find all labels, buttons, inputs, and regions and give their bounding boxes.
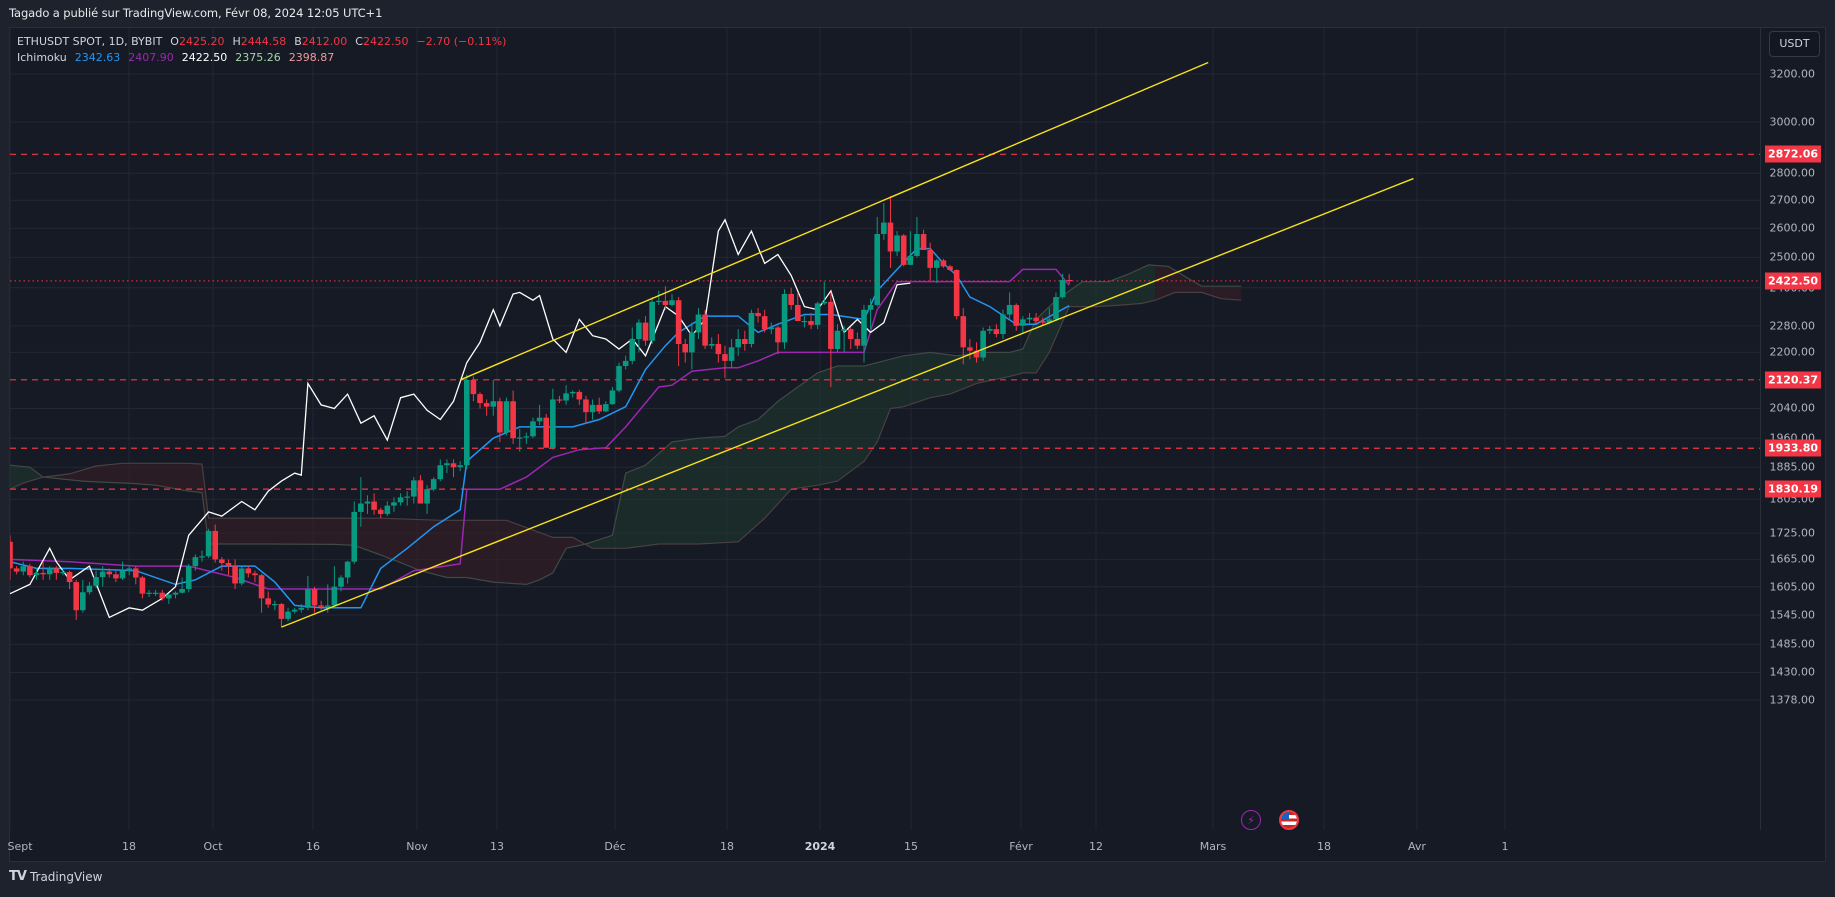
time-tick: Mars (1199, 840, 1227, 853)
price-tick: 2200.00 (1769, 345, 1816, 359)
publish-info: Tagado a publié sur TradingView.com, Fév… (9, 6, 383, 20)
time-tick: 18 (122, 840, 136, 853)
high-value: 2444.58 (240, 35, 287, 48)
price-level-tag[interactable]: 2422.50 (1765, 272, 1821, 290)
time-tick: Sept (7, 840, 33, 853)
brand-name: TradingView (29, 869, 103, 884)
price-tick: 1378.00 (1769, 693, 1816, 707)
price-tick: 2500.00 (1769, 250, 1816, 264)
time-tick: 12 (1089, 840, 1103, 853)
time-tick: 13 (490, 840, 504, 853)
kijun-value: 2407.90 (128, 51, 174, 64)
price-tick: 2800.00 (1769, 166, 1816, 180)
close-value: 2422.50 (362, 35, 409, 48)
time-tick: Nov (406, 840, 428, 853)
price-tick: 1725.00 (1769, 526, 1816, 540)
open-value: 2425.20 (178, 35, 225, 48)
lightning-icon[interactable]: ⚡ (1241, 810, 1261, 830)
time-tick: 15 (904, 840, 918, 853)
time-tick: Avr (1408, 840, 1426, 853)
time-tick: 2024 (804, 840, 836, 853)
time-tick: 18 (720, 840, 734, 853)
footer: TV TradingView (9, 869, 102, 884)
time-tick: 16 (306, 840, 320, 853)
currency-button[interactable]: USDT (1769, 31, 1820, 57)
change-value: −2.70 (−0.11%) (416, 35, 507, 48)
price-tick: 2040.00 (1769, 401, 1816, 415)
indicator-row: Ichimoku 2342.63 2407.90 2422.50 2375.26… (17, 50, 514, 66)
chart-frame[interactable] (9, 27, 1826, 862)
price-level-tag[interactable]: 1933.80 (1765, 439, 1821, 457)
price-tick: 3000.00 (1769, 115, 1816, 129)
price-tick: 2700.00 (1769, 193, 1816, 207)
symbol-label[interactable]: ETHUSDT SPOT, 1D, BYBIT (17, 35, 163, 48)
span-a-value: 2375.26 (235, 51, 281, 64)
price-tick: 2280.00 (1769, 319, 1816, 333)
tradingview-logo-icon: TV (9, 869, 27, 884)
price-level-tag[interactable]: 1830.19 (1765, 480, 1821, 498)
chikou-value: 2422.50 (181, 51, 228, 64)
price-tick: 1605.00 (1769, 580, 1816, 594)
time-tick: 18 (1317, 840, 1331, 853)
time-tick: Févr (1009, 840, 1033, 853)
price-tick: 1885.00 (1769, 460, 1816, 474)
tenkan-value: 2342.63 (74, 51, 121, 64)
price-tick: 1545.00 (1769, 608, 1816, 622)
price-level-tag[interactable]: 2872.06 (1765, 145, 1821, 163)
time-tick: 1 (1501, 840, 1509, 853)
indicator-label[interactable]: Ichimoku (17, 51, 67, 64)
time-tick: Oct (203, 840, 223, 853)
price-tick: 1665.00 (1769, 552, 1816, 566)
low-value: 2412.00 (301, 35, 348, 48)
price-tick: 3200.00 (1769, 67, 1816, 81)
ohlc-row: ETHUSDT SPOT, 1D, BYBIT O 2425.20 H 2444.5… (17, 35, 507, 48)
price-tick: 1485.00 (1769, 637, 1816, 651)
chart-legend: ETHUSDT SPOT, 1D, BYBIT O 2425.20 H 2444.5… (17, 34, 514, 66)
price-tick: 1430.00 (1769, 665, 1816, 679)
price-level-tag[interactable]: 2120.37 (1765, 371, 1821, 389)
us-flag-icon[interactable] (1279, 810, 1299, 830)
time-tick: Déc (604, 840, 626, 853)
span-b-value: 2398.87 (288, 51, 335, 64)
price-tick: 2600.00 (1769, 221, 1816, 235)
publish-header: Tagado a publié sur TradingView.com, Fév… (0, 0, 1835, 27)
